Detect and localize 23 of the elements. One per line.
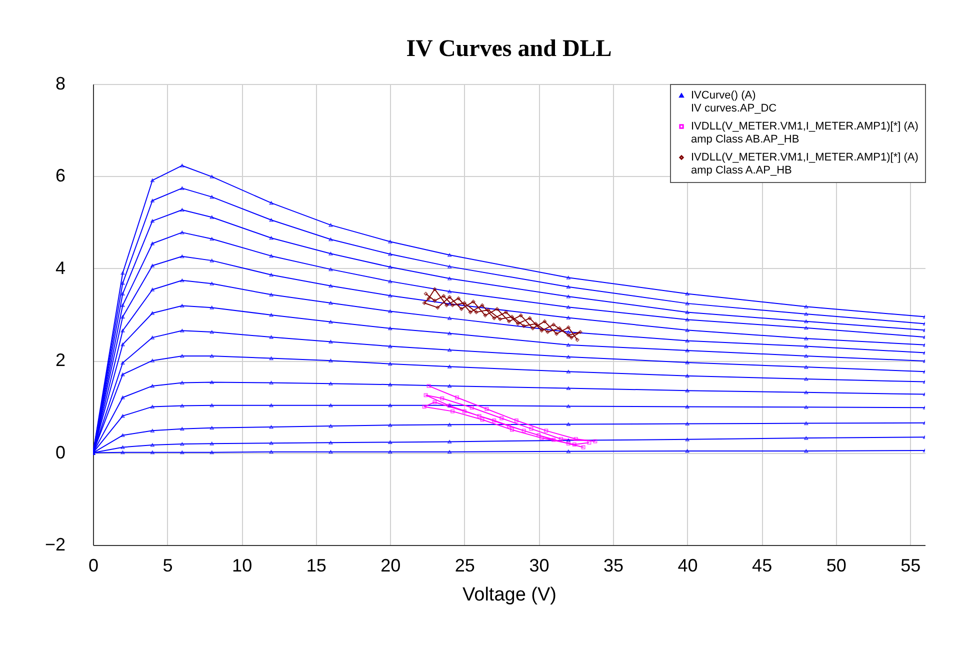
x-tick-label: 40 [678, 556, 698, 576]
y-tick-label: 4 [55, 258, 66, 278]
x-tick-label: 5 [162, 556, 173, 576]
chart-title: IV Curves and DLL [406, 36, 612, 62]
legend-label: IVDLL(V_METER.VM1,I_METER.AMP1)[*] (A) amp Class AB.AP_HB [691, 120, 918, 146]
y-tick-label: 2 [55, 350, 66, 370]
x-tick-label: 35 [603, 556, 624, 576]
legend-label: IVDLL(V_METER.VM1,I_METER.AMP1)[*] (A) amp Class A.AP_HB [691, 152, 918, 176]
legend-label: IVCurve() (A) IV curves.AP_DC [691, 90, 777, 114]
x-axis-title: Voltage (V) [462, 584, 556, 606]
x-tick-label: 50 [826, 556, 846, 576]
y-tick-label: 0 [55, 442, 66, 462]
x-tick-label: 45 [752, 556, 772, 576]
x-tick-label: 10 [232, 556, 252, 576]
y-tick-label: 8 [55, 74, 66, 94]
x-tick-label: 20 [380, 556, 401, 576]
x-tick-label: 0 [88, 556, 99, 576]
x-tick-label: 25 [454, 556, 475, 576]
x-tick-label: 55 [900, 556, 921, 576]
y-tick-label: −2 [44, 534, 66, 554]
x-tick-label: 30 [529, 556, 550, 576]
x-tick-label: 15 [306, 556, 326, 576]
y-tick-label: 6 [55, 166, 66, 186]
